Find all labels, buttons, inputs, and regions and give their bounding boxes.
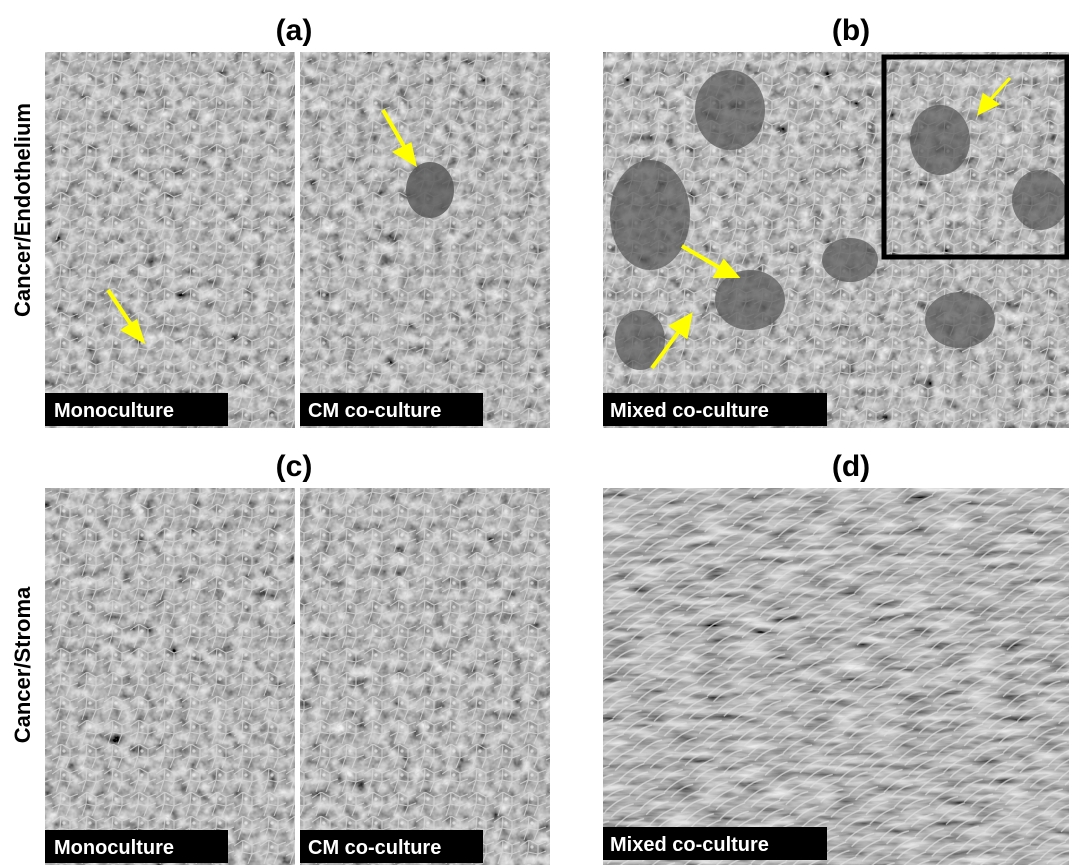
panel-label: (b) — [832, 14, 870, 47]
cell-texture — [45, 488, 295, 865]
row-label: Cancer/Endothelium — [10, 103, 35, 317]
row-label: Cancer/Stroma — [10, 586, 35, 743]
cell-texture — [300, 52, 550, 428]
panel-label: (a) — [276, 14, 313, 47]
caption: Monoculture — [54, 837, 174, 859]
cell-texture — [300, 488, 550, 865]
cell-texture — [603, 488, 1069, 865]
cell-texture — [45, 52, 295, 428]
caption: CM co-culture — [308, 837, 441, 859]
caption: Mixed co-culture — [610, 400, 769, 422]
caption: Monoculture — [54, 400, 174, 422]
caption: Mixed co-culture — [610, 834, 769, 856]
figure: Monoculture CM co-culture Mixed co-cultu… — [0, 0, 1069, 865]
micrographs — [45, 52, 1069, 865]
panel-label: (c) — [276, 450, 313, 483]
cancer-colony — [406, 162, 454, 218]
caption: CM co-culture — [308, 400, 441, 422]
panel-label: (d) — [832, 450, 870, 483]
